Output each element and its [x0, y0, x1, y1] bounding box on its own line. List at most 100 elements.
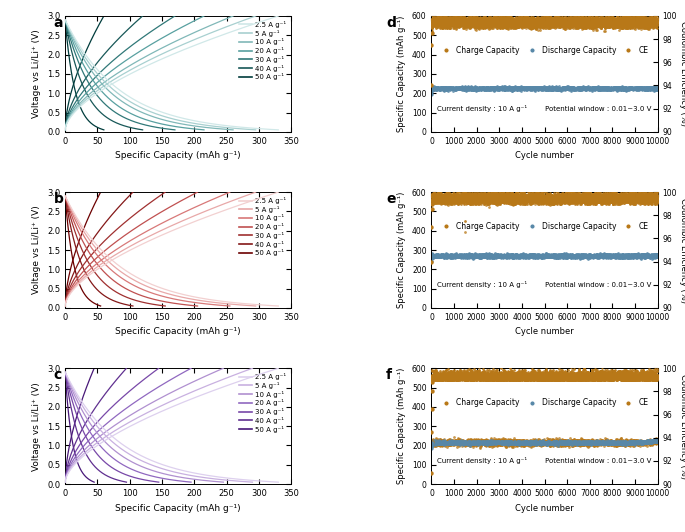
Point — [449, 252, 460, 261]
Point — [625, 195, 636, 204]
Point — [572, 200, 583, 208]
Point — [638, 438, 649, 447]
Point — [619, 253, 630, 261]
Point — [640, 439, 651, 448]
Point — [509, 200, 520, 208]
Point — [502, 196, 513, 205]
Point — [580, 252, 591, 261]
Point — [565, 19, 576, 27]
Point — [563, 19, 574, 27]
Point — [597, 193, 608, 202]
Point — [590, 196, 601, 204]
Point — [640, 192, 651, 200]
Point — [612, 190, 623, 199]
Point — [613, 441, 624, 450]
Point — [449, 253, 460, 261]
Point — [579, 21, 590, 30]
Point — [560, 194, 571, 202]
Point — [521, 436, 532, 445]
Point — [512, 439, 523, 448]
Point — [545, 195, 556, 203]
Point — [624, 193, 635, 202]
Point — [549, 199, 560, 207]
Point — [579, 83, 590, 92]
Point — [545, 84, 556, 92]
Point — [450, 85, 461, 94]
Point — [487, 439, 498, 447]
Point — [612, 439, 623, 447]
Point — [647, 15, 658, 24]
Point — [563, 252, 574, 260]
Point — [470, 14, 481, 22]
Point — [462, 19, 473, 27]
Point — [482, 194, 493, 203]
Point — [485, 20, 496, 29]
Point — [555, 193, 566, 201]
Point — [514, 84, 525, 92]
Point — [458, 371, 469, 380]
Point — [582, 19, 593, 27]
Point — [530, 437, 540, 445]
Point — [506, 365, 516, 374]
Point — [608, 195, 619, 204]
Point — [596, 372, 607, 380]
Point — [632, 438, 643, 447]
Point — [611, 368, 622, 376]
Point — [537, 369, 548, 377]
Point — [636, 437, 647, 446]
Point — [616, 253, 627, 262]
Point — [609, 196, 620, 205]
Point — [649, 252, 660, 261]
Point — [428, 438, 439, 447]
Point — [508, 252, 519, 260]
Point — [445, 253, 456, 262]
Point — [638, 371, 649, 380]
Point — [565, 19, 576, 27]
Point — [527, 84, 538, 92]
Point — [618, 193, 629, 202]
Point — [532, 251, 543, 260]
Point — [623, 198, 634, 206]
Point — [495, 192, 506, 200]
Point — [488, 186, 499, 194]
Point — [436, 251, 447, 259]
Point — [532, 20, 543, 28]
Point — [613, 26, 624, 34]
Point — [613, 19, 624, 28]
Point — [443, 87, 453, 95]
Point — [484, 439, 495, 448]
Point — [640, 437, 651, 446]
Point — [512, 192, 523, 200]
Point — [627, 194, 638, 203]
Point — [448, 253, 459, 261]
Point — [462, 371, 473, 380]
Point — [463, 439, 474, 448]
Point — [643, 16, 654, 24]
Point — [476, 192, 487, 201]
Point — [647, 84, 658, 93]
Point — [620, 374, 631, 383]
Point — [588, 373, 599, 382]
Point — [539, 439, 550, 448]
Point — [545, 195, 556, 203]
Point — [442, 439, 453, 447]
Point — [586, 83, 597, 92]
Point — [608, 85, 619, 93]
Point — [439, 195, 450, 203]
Point — [597, 196, 608, 205]
Point — [611, 438, 622, 447]
Point — [608, 439, 619, 447]
Point — [597, 17, 608, 26]
Point — [469, 194, 479, 203]
Point — [567, 196, 578, 205]
Point — [603, 437, 614, 446]
Point — [605, 370, 616, 379]
Point — [613, 252, 624, 261]
Point — [536, 370, 547, 379]
Point — [541, 18, 552, 27]
Point — [566, 376, 577, 384]
Point — [477, 438, 488, 447]
Point — [603, 251, 614, 259]
Point — [488, 193, 499, 201]
Point — [437, 194, 448, 202]
